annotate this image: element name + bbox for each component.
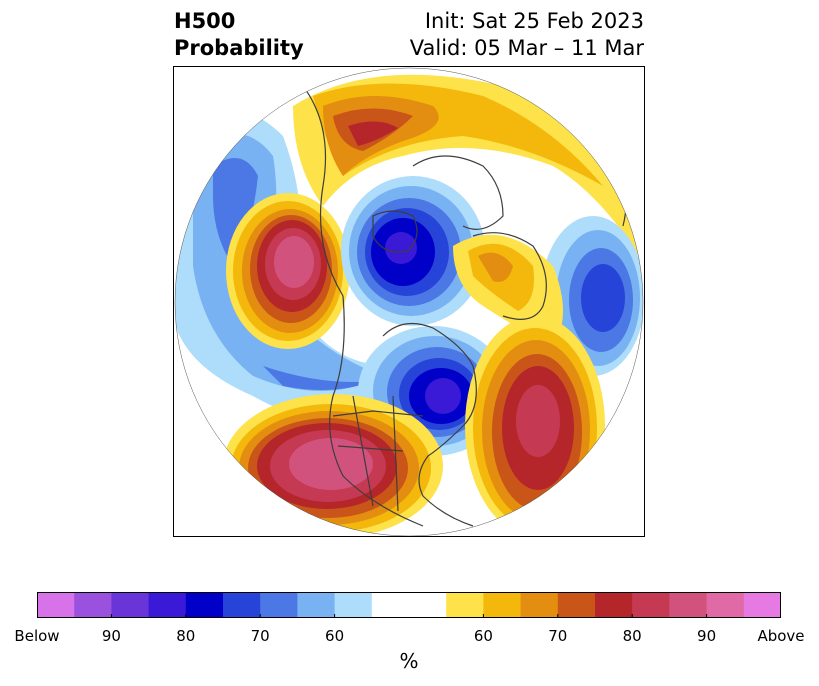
colorbar-border	[37, 592, 781, 618]
valid-range: Valid: 05 Mar – 11 Mar	[409, 36, 644, 60]
colorbar-swatch	[148, 592, 187, 618]
colorbar-tick-label: 60	[473, 627, 493, 645]
colorbar-swatch	[595, 592, 633, 618]
colorbar-swatch	[632, 592, 670, 618]
polar-probability-map	[173, 66, 645, 537]
colorbar-swatch	[706, 592, 745, 618]
colorbar-tick-label: 80	[176, 627, 196, 645]
init-date: Init: Sat 25 Feb 2023	[424, 9, 644, 33]
colorbar-tick-label: Below	[14, 627, 60, 645]
colorbar-swatch	[334, 592, 373, 618]
colorbar-tick-label: 70	[548, 627, 568, 645]
probability-field	[175, 68, 643, 536]
probability-colorbar	[37, 592, 781, 618]
colorbar-swatch	[557, 592, 596, 618]
colorbar-swatch	[483, 592, 522, 618]
colorbar-swatch	[743, 592, 781, 618]
variable-title: H500	[174, 9, 236, 33]
colorbar-swatch	[223, 592, 261, 618]
colorbar-tick-label: Above	[757, 627, 805, 645]
colorbar-swatch	[111, 592, 150, 618]
colorbar-tick-label: 90	[697, 627, 717, 645]
colorbar-tick-label: 70	[250, 627, 270, 645]
colorbar-swatch	[297, 592, 336, 618]
colorbar-swatch	[669, 592, 708, 618]
colorbar-swatch	[409, 592, 447, 618]
title-left: H500 Probability	[174, 8, 304, 62]
probability-title: Probability	[174, 36, 304, 60]
colorbar-swatch	[37, 592, 75, 618]
colorbar-swatch	[371, 592, 410, 618]
colorbar-tick-label: 90	[101, 627, 121, 645]
colorbar-swatch	[74, 592, 112, 618]
colorbar-tick-label: 60	[325, 627, 345, 645]
colorbar-tick-label: 80	[622, 627, 642, 645]
colorbar-unit-label: %	[399, 649, 419, 673]
colorbar-swatch	[260, 592, 298, 618]
colorbar-swatch	[446, 592, 484, 618]
colorbar-swatch	[520, 592, 559, 618]
title-right: Init: Sat 25 Feb 2023 Valid: 05 Mar – 11…	[410, 8, 644, 62]
colorbar-swatch	[185, 592, 224, 618]
